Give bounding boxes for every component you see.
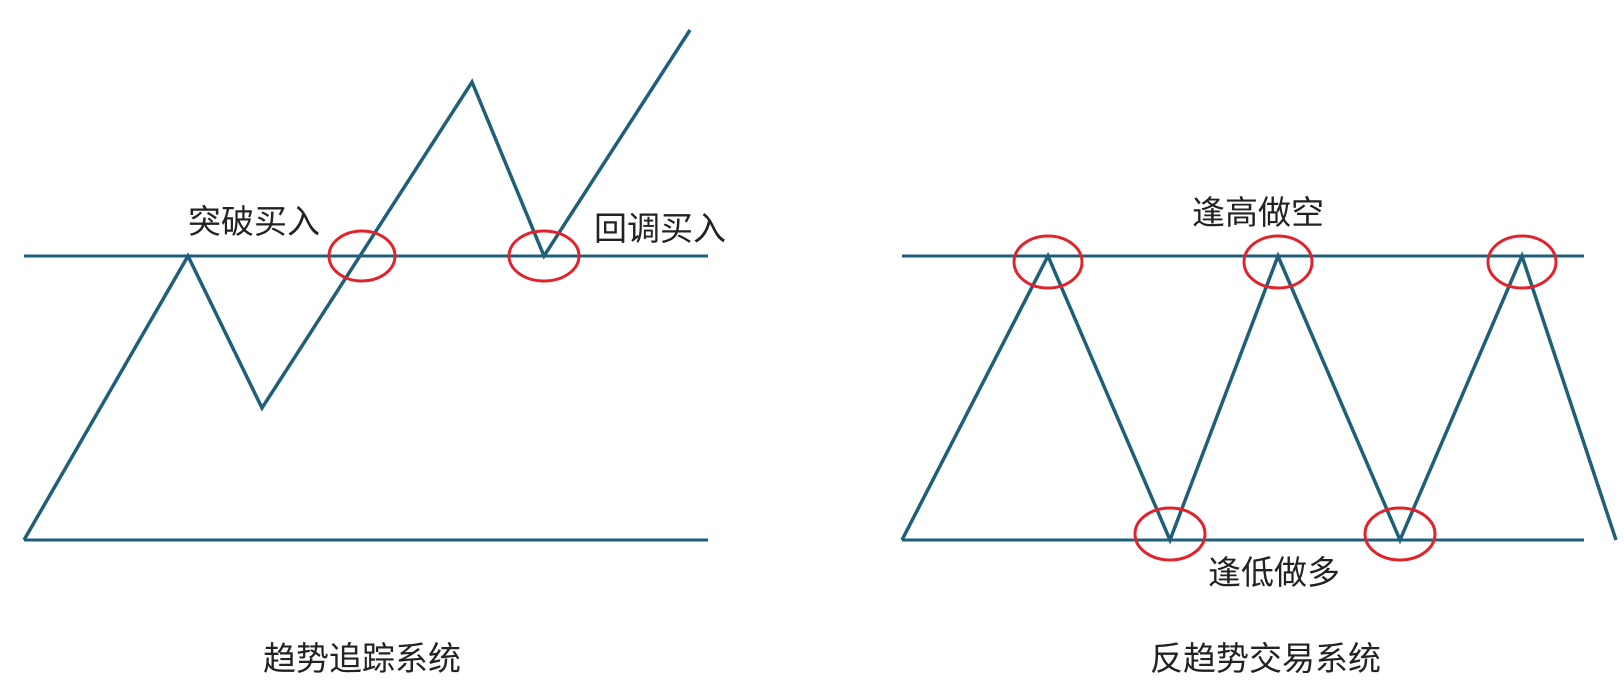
counter-trend-diagram: 逢高做空 逢低做多 反趋势交易系统 (900, 193, 1618, 678)
price-path (22, 29, 692, 541)
buy-low-label: 逢低做多 (1208, 553, 1340, 592)
trend-following-caption: 趋势追踪系统 (263, 639, 461, 678)
counter-trend-caption: 反趋势交易系统 (1150, 639, 1381, 678)
sell-high-marker-3 (1486, 234, 1558, 290)
sell-high-marker-2 (1242, 234, 1314, 290)
breakout-buy-label: 突破买入 (188, 202, 320, 241)
trend-following-diagram: 突破买入 回调买入 趋势追踪系统 (22, 29, 726, 678)
sell-high-label: 逢高做空 (1192, 193, 1324, 232)
pullback-buy-label: 回调买入 (594, 209, 726, 248)
buy-low-marker-2 (1363, 506, 1437, 562)
pullback-buy-marker (507, 229, 581, 283)
breakout-buy-marker (327, 229, 397, 283)
sell-high-marker-1 (1012, 234, 1084, 290)
oscillation-path (900, 251, 1618, 545)
buy-low-marker-1 (1133, 506, 1207, 562)
